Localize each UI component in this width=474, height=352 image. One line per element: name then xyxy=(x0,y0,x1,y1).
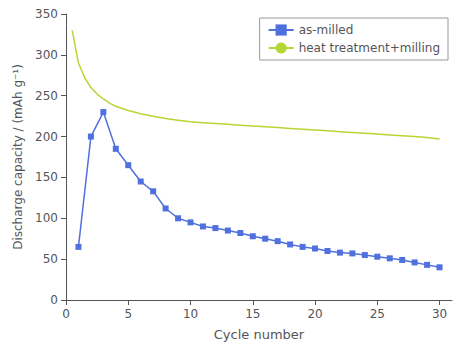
svg-text:Discharge capacity / (mAh g⁻¹): Discharge capacity / (mAh g⁻¹) xyxy=(11,64,25,250)
svg-text:30: 30 xyxy=(432,307,447,321)
svg-text:Cycle number: Cycle number xyxy=(214,327,305,342)
svg-text:5: 5 xyxy=(124,307,132,321)
svg-text:20: 20 xyxy=(307,307,322,321)
svg-text:0: 0 xyxy=(62,307,70,321)
svg-text:150: 150 xyxy=(35,170,58,184)
svg-text:250: 250 xyxy=(35,89,58,103)
svg-text:heat treatment+milling: heat treatment+milling xyxy=(299,41,440,55)
svg-text:as-milled: as-milled xyxy=(299,23,354,37)
svg-text:200: 200 xyxy=(35,130,58,144)
svg-text:0: 0 xyxy=(50,293,58,307)
svg-text:300: 300 xyxy=(35,48,58,62)
svg-text:50: 50 xyxy=(43,252,58,266)
svg-text:100: 100 xyxy=(35,211,58,225)
svg-text:350: 350 xyxy=(35,7,58,21)
svg-text:10: 10 xyxy=(183,307,198,321)
svg-text:25: 25 xyxy=(370,307,385,321)
svg-text:15: 15 xyxy=(245,307,260,321)
